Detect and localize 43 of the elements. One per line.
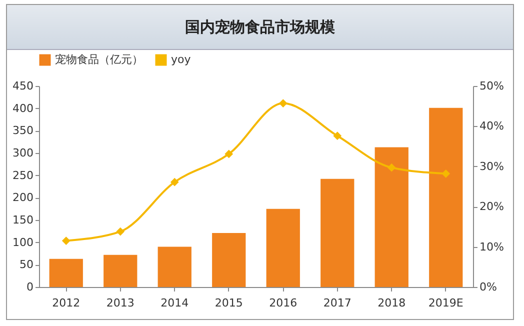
x-tick-label: 2014 <box>160 296 189 310</box>
y2-tick-label: 30% <box>480 160 504 173</box>
bar <box>49 258 83 287</box>
chart-title: 国内宠物食品市场规模 <box>7 5 513 50</box>
y2-tick-label: 20% <box>480 200 504 214</box>
point <box>170 178 179 186</box>
y-tick-label: 450 <box>12 80 34 92</box>
x-tick-label: 2017 <box>323 296 352 310</box>
x-tick-label: 2013 <box>106 296 134 310</box>
bar <box>158 246 192 287</box>
legend-label: 宠物食品（亿元） <box>55 53 143 66</box>
y2-tick-label: 10% <box>480 240 504 254</box>
y-tick-label: 350 <box>12 124 34 138</box>
y-tick-label: 300 <box>12 146 34 160</box>
x-tick-label: 2015 <box>214 296 243 310</box>
y-tick-label: 50 <box>20 258 34 272</box>
point <box>442 169 450 178</box>
legend-label: yoy <box>171 53 192 66</box>
point <box>62 236 70 245</box>
y2-tick-label: 0% <box>480 280 497 294</box>
point <box>387 163 396 172</box>
bar <box>266 208 300 287</box>
point <box>278 99 288 108</box>
x-tick-label: 2016 <box>269 296 298 310</box>
bar <box>104 254 138 287</box>
y-tick-label: 100 <box>12 236 34 249</box>
y2-tick-label: 50% <box>480 80 504 92</box>
bar <box>320 178 354 287</box>
bar <box>374 147 408 287</box>
y-tick-label: 250 <box>12 168 34 182</box>
x-tick-label: 2018 <box>378 296 406 310</box>
y-tick-label: 150 <box>12 214 34 226</box>
point <box>333 132 342 140</box>
y-tick-label: 400 <box>12 102 34 115</box>
y-tick-label: 0 <box>26 280 34 294</box>
y-tick-label: 200 <box>12 191 34 204</box>
x-tick-label: 2019E <box>428 296 464 310</box>
x-tick-label: 2012 <box>52 296 80 310</box>
bar <box>429 108 463 287</box>
point <box>224 150 234 158</box>
y2-tick-label: 40% <box>480 120 504 133</box>
bar <box>212 232 246 287</box>
point <box>116 227 125 236</box>
